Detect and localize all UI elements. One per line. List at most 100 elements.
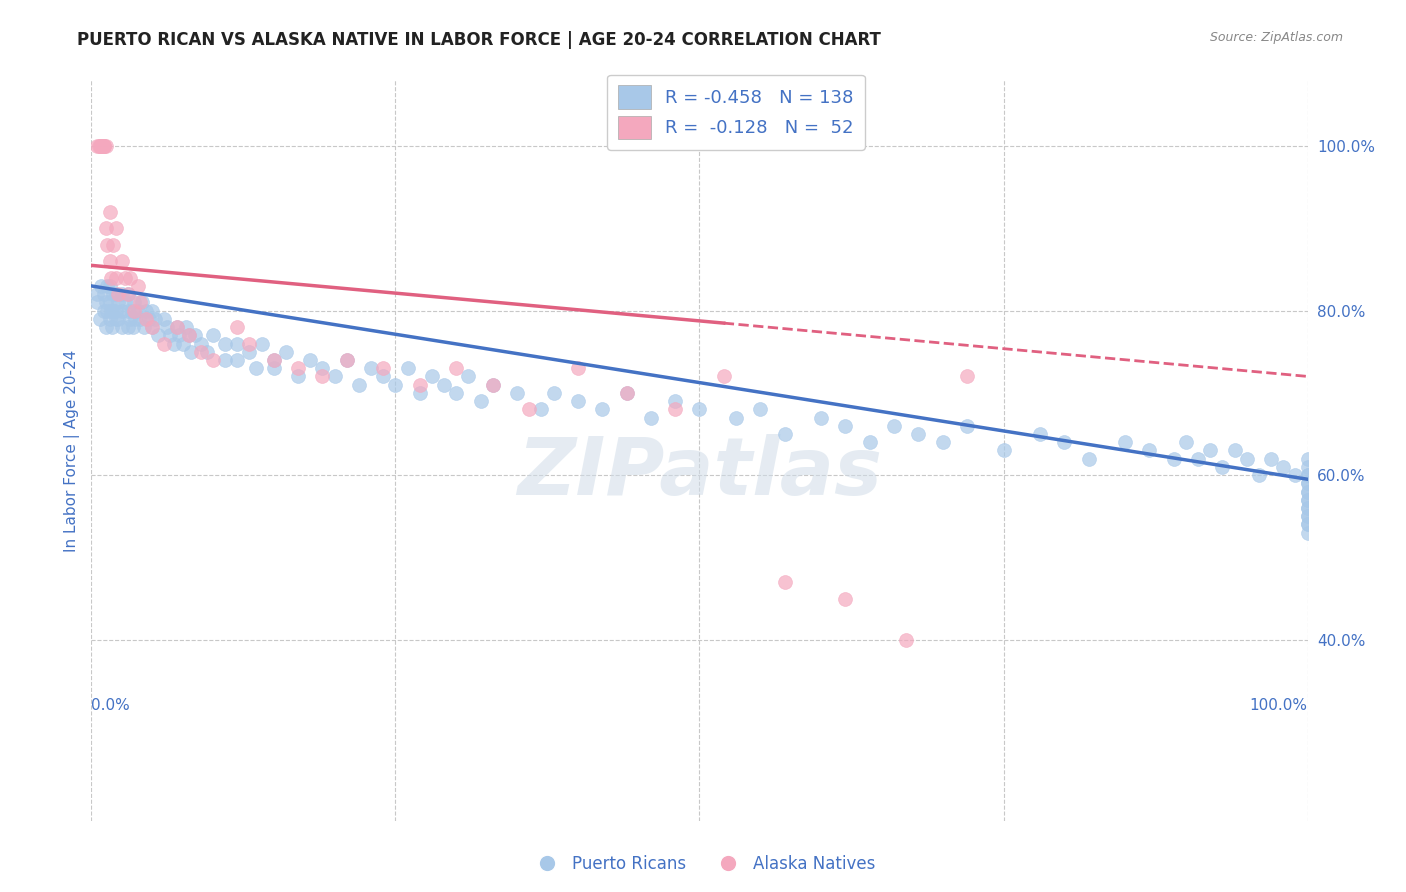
Point — [93, 287, 115, 301]
Point — [1163, 451, 1185, 466]
Point — [101, 320, 124, 334]
Point — [1296, 476, 1319, 491]
Point — [323, 369, 346, 384]
Point — [214, 336, 236, 351]
Point — [336, 353, 359, 368]
Point — [1187, 451, 1209, 466]
Point — [640, 410, 662, 425]
Point — [89, 311, 111, 326]
Point — [1211, 459, 1233, 474]
Point — [444, 361, 467, 376]
Point — [749, 402, 772, 417]
Point — [287, 361, 309, 376]
Point — [1175, 435, 1198, 450]
Point — [1296, 484, 1319, 499]
Point — [153, 336, 176, 351]
Point — [907, 427, 929, 442]
Point — [117, 287, 139, 301]
Point — [810, 410, 832, 425]
Point — [111, 287, 134, 301]
Point — [98, 311, 121, 326]
Point — [172, 336, 194, 351]
Point — [1296, 509, 1319, 524]
Point — [1296, 484, 1319, 499]
Point — [274, 344, 297, 359]
Point — [177, 328, 200, 343]
Point — [287, 369, 309, 384]
Point — [238, 336, 260, 351]
Point — [166, 320, 188, 334]
Point — [121, 303, 143, 318]
Point — [299, 353, 322, 368]
Point — [89, 139, 111, 153]
Point — [141, 320, 163, 334]
Point — [120, 270, 142, 285]
Point — [202, 328, 225, 343]
Point — [148, 328, 170, 343]
Point — [138, 311, 160, 326]
Point — [1077, 451, 1099, 466]
Point — [713, 369, 735, 384]
Point — [1296, 492, 1319, 507]
Point — [773, 575, 796, 590]
Point — [86, 295, 108, 310]
Point — [122, 295, 145, 310]
Point — [195, 344, 218, 359]
Point — [143, 311, 166, 326]
Point — [238, 344, 260, 359]
Point — [245, 361, 267, 376]
Point — [409, 385, 432, 400]
Text: 100.0%: 100.0% — [1250, 698, 1308, 714]
Point — [1296, 492, 1319, 507]
Point — [98, 205, 121, 219]
Point — [420, 369, 443, 384]
Point — [114, 295, 136, 310]
Point — [163, 336, 186, 351]
Point — [100, 303, 122, 318]
Point — [664, 402, 686, 417]
Point — [688, 402, 710, 417]
Point — [190, 336, 212, 351]
Point — [107, 311, 129, 326]
Point — [129, 311, 152, 326]
Y-axis label: In Labor Force | Age 20-24: In Labor Force | Age 20-24 — [65, 350, 80, 551]
Point — [135, 303, 157, 318]
Point — [1296, 501, 1319, 516]
Point — [1029, 427, 1052, 442]
Point — [1236, 451, 1258, 466]
Point — [117, 320, 139, 334]
Point — [1296, 517, 1319, 532]
Point — [131, 295, 153, 310]
Point — [104, 303, 127, 318]
Point — [1199, 443, 1222, 458]
Point — [1272, 459, 1295, 474]
Point — [202, 353, 225, 368]
Point — [311, 369, 333, 384]
Point — [993, 443, 1015, 458]
Point — [93, 303, 115, 318]
Point — [135, 311, 157, 326]
Point — [87, 139, 110, 153]
Point — [1296, 517, 1319, 532]
Point — [347, 377, 370, 392]
Point — [433, 377, 456, 392]
Point — [93, 139, 115, 153]
Point — [90, 279, 112, 293]
Point — [98, 254, 121, 268]
Point — [94, 139, 117, 153]
Point — [409, 377, 432, 392]
Point — [931, 435, 953, 450]
Legend: R = -0.458   N = 138, R =  -0.128   N =  52: R = -0.458 N = 138, R = -0.128 N = 52 — [607, 75, 865, 150]
Point — [956, 369, 979, 384]
Point — [591, 402, 613, 417]
Point — [127, 303, 149, 318]
Legend: Puerto Ricans, Alaska Natives: Puerto Ricans, Alaska Natives — [524, 848, 882, 880]
Point — [114, 270, 136, 285]
Point — [859, 435, 882, 450]
Point — [724, 410, 747, 425]
Point — [141, 303, 163, 318]
Point — [98, 279, 121, 293]
Point — [90, 139, 112, 153]
Point — [834, 418, 856, 433]
Point — [250, 336, 273, 351]
